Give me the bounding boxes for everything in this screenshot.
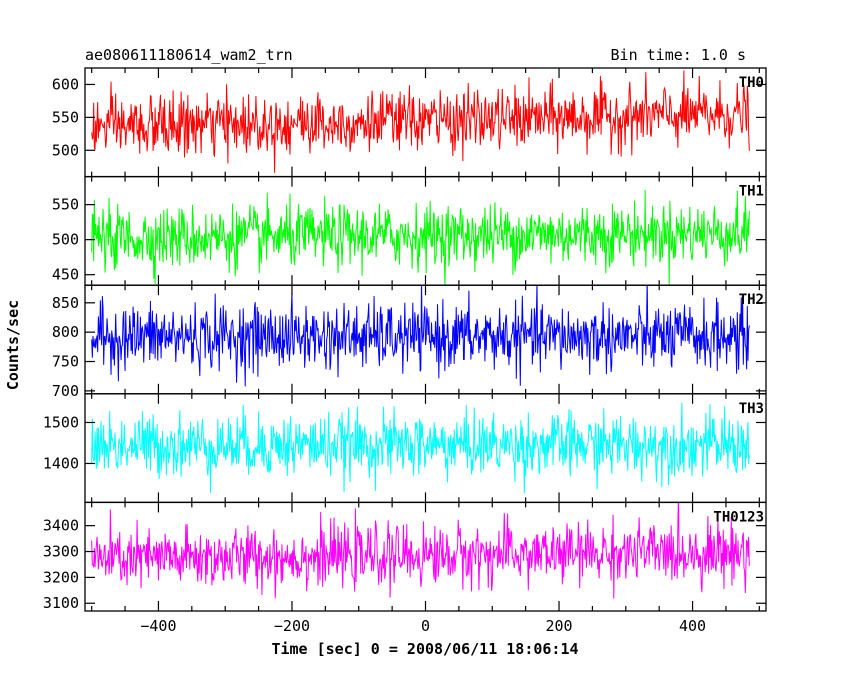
y-tick-label: 3300: [43, 543, 79, 561]
y-tick-label: 3400: [43, 517, 79, 535]
y-tick-label: 850: [52, 294, 79, 312]
chart-title: ae080611180614_wam2_trn: [85, 46, 293, 64]
series-line-th3: [91, 402, 750, 494]
y-tick-label: 800: [52, 323, 79, 341]
panel-label-th3: TH3: [739, 401, 764, 417]
panel-th3: [91, 402, 750, 494]
panels-layer: [91, 70, 750, 599]
y-tick-label: 550: [52, 196, 79, 214]
y-tick-label: 1500: [43, 413, 79, 431]
series-line-th1: [91, 189, 750, 286]
y-tick-label: 450: [52, 266, 79, 284]
x-axis-title: Time [sec] 0 = 2008/06/11 18:06:14: [271, 640, 578, 658]
y-tick-label: 600: [52, 75, 79, 93]
panel-label-th2: TH2: [739, 292, 764, 308]
bin-time-label: Bin time: 1.0 s: [611, 46, 746, 64]
y-tick-label: 500: [52, 141, 79, 159]
y-axis-title: Counts/sec: [4, 300, 22, 390]
panel-th0: [91, 70, 750, 173]
y-tick-label: 1400: [43, 454, 79, 472]
panel-th0123: [91, 502, 750, 599]
x-tick-label: −400: [140, 617, 176, 635]
y-tick-label: 3200: [43, 568, 79, 586]
y-tick-label: 700: [52, 382, 79, 400]
y-tick-label: 500: [52, 231, 79, 249]
series-line-th0: [91, 70, 750, 173]
y-tick-label: 3100: [43, 594, 79, 612]
panel-th1: [91, 189, 750, 286]
x-tick-label: 200: [545, 617, 572, 635]
panel-label-th1: TH1: [739, 184, 764, 200]
panel-th2: [91, 285, 750, 387]
y-tick-label: 750: [52, 353, 79, 371]
x-tick-label: 0: [421, 617, 430, 635]
x-tick-label: −200: [274, 617, 310, 635]
x-axis: −400 −200 0 200 400: [140, 617, 706, 635]
series-line-th0123: [91, 502, 750, 599]
y-tick-label: 550: [52, 108, 79, 126]
x-tick-label: 400: [679, 617, 706, 635]
panel-label-th0: TH0: [739, 75, 764, 91]
frame-layer: 500 550 600 TH0 450 500 550 TH1 700 750 800 850 TH2 1…: [43, 67, 767, 612]
panel-label-th0123: TH0123: [713, 509, 764, 525]
series-line-th2: [91, 285, 750, 387]
